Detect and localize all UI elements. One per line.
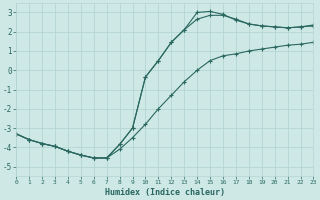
X-axis label: Humidex (Indice chaleur): Humidex (Indice chaleur) — [105, 188, 225, 197]
